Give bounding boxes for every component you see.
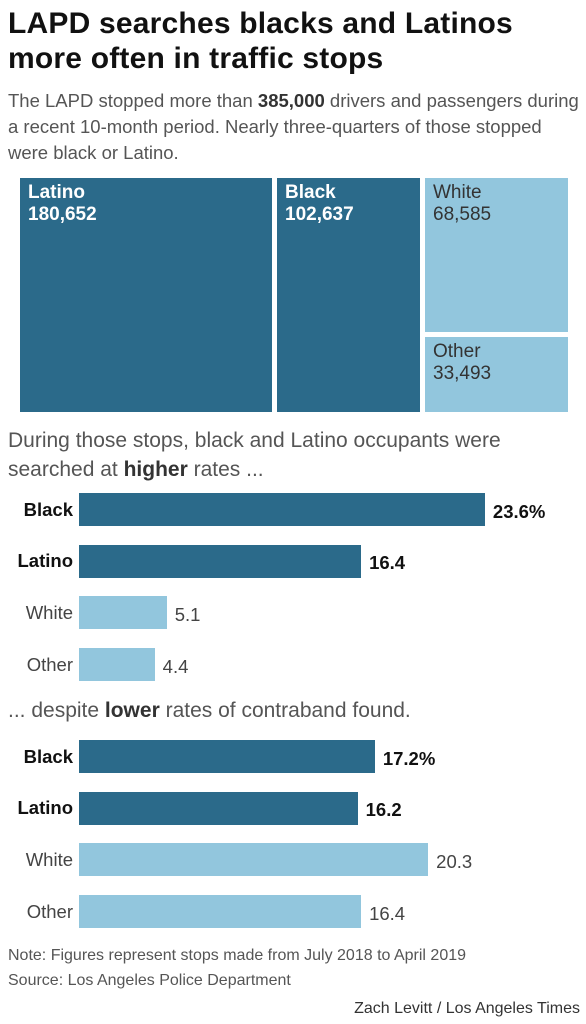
footnote: Note: Figures represent stops made from … (8, 947, 467, 964)
search-rate-bar-black (79, 493, 485, 526)
contraband-rate-category-label: White (25, 848, 73, 870)
treemap-tile-black: Black 102,637 (277, 178, 420, 412)
contraband-rate-value-label: 16.2 (365, 799, 402, 821)
intro-text-part2: drivers and passengers during a recent 1… (8, 90, 579, 163)
treemap-category-label: Latino (28, 182, 85, 203)
contraband-rate-category-label: Latino (17, 797, 74, 819)
contraband-rate-heading: ... despite lower rates of contraband fo… (8, 696, 580, 725)
contraband-rate-value-label: 17.2% (382, 747, 436, 769)
treemap-category-label: Black (285, 182, 336, 203)
treemap-tile-other: Other 33,493 (425, 337, 568, 412)
search-heading-bold: higher (123, 458, 188, 481)
contraband-rate-category-label: Black (23, 745, 73, 767)
contraband-rate-bar-other (79, 895, 362, 929)
contraband-rate-bar-latino (79, 791, 358, 825)
intro-text-part1: The LAPD stopped more than (8, 90, 258, 111)
contraband-rate-category-label: Other (26, 900, 73, 922)
treemap-value-label: 180,652 (28, 204, 97, 225)
treemap-value-label: 33,493 (433, 363, 492, 384)
search-rate-category-label: Latino (17, 550, 74, 572)
search-rate-category-label: Black (23, 498, 73, 520)
contraband-heading-part2: rates of contraband found. (159, 699, 411, 722)
treemap-category-label: White (433, 182, 482, 203)
intro-total-stops: 385,000 (257, 90, 325, 111)
contraband-rate-bar-white (79, 843, 429, 877)
search-rate-bar-latino (79, 544, 362, 578)
contraband-rate-value-label: 16.4 (369, 902, 406, 924)
search-heading-part1: During those stops, black and Latino occ… (8, 429, 501, 481)
chart-title: LAPD searches blacks and Latinos more of… (8, 7, 513, 75)
contraband-rate-bar-black (79, 740, 375, 773)
search-rate-category-label: White (25, 601, 73, 623)
credit-line: Zach Levitt / Los Angeles Times (354, 1000, 580, 1017)
search-rate-category-label: Other (26, 653, 73, 675)
contraband-heading-bold: lower (104, 699, 160, 722)
search-rate-value-label: 4.4 (162, 655, 189, 677)
treemap-value-label: 68,585 (433, 204, 492, 225)
search-heading-part2: rates ... (187, 458, 264, 481)
search-rate-value-label: 16.4 (369, 552, 406, 574)
source-line: Source: Los Angeles Police Department (8, 972, 291, 989)
treemap-value-label: 102,637 (285, 204, 354, 225)
treemap-tile-latino: Latino 180,652 (20, 178, 272, 412)
search-rate-bar-other (79, 648, 155, 682)
treemap-category-label: Other (433, 341, 481, 362)
search-rate-value-label: 23.6% (492, 500, 546, 522)
contraband-heading-part1: ... despite (8, 699, 105, 722)
intro-text: The LAPD stopped more than 385,000 drive… (8, 88, 580, 166)
search-rate-heading: During those stops, black and Latino occ… (8, 426, 580, 484)
search-rate-value-label: 5.1 (174, 603, 201, 625)
contraband-rate-value-label: 20.3 (436, 850, 473, 872)
treemap-tile-white: White 68,585 (425, 178, 568, 332)
search-rate-bar-white (79, 596, 167, 630)
